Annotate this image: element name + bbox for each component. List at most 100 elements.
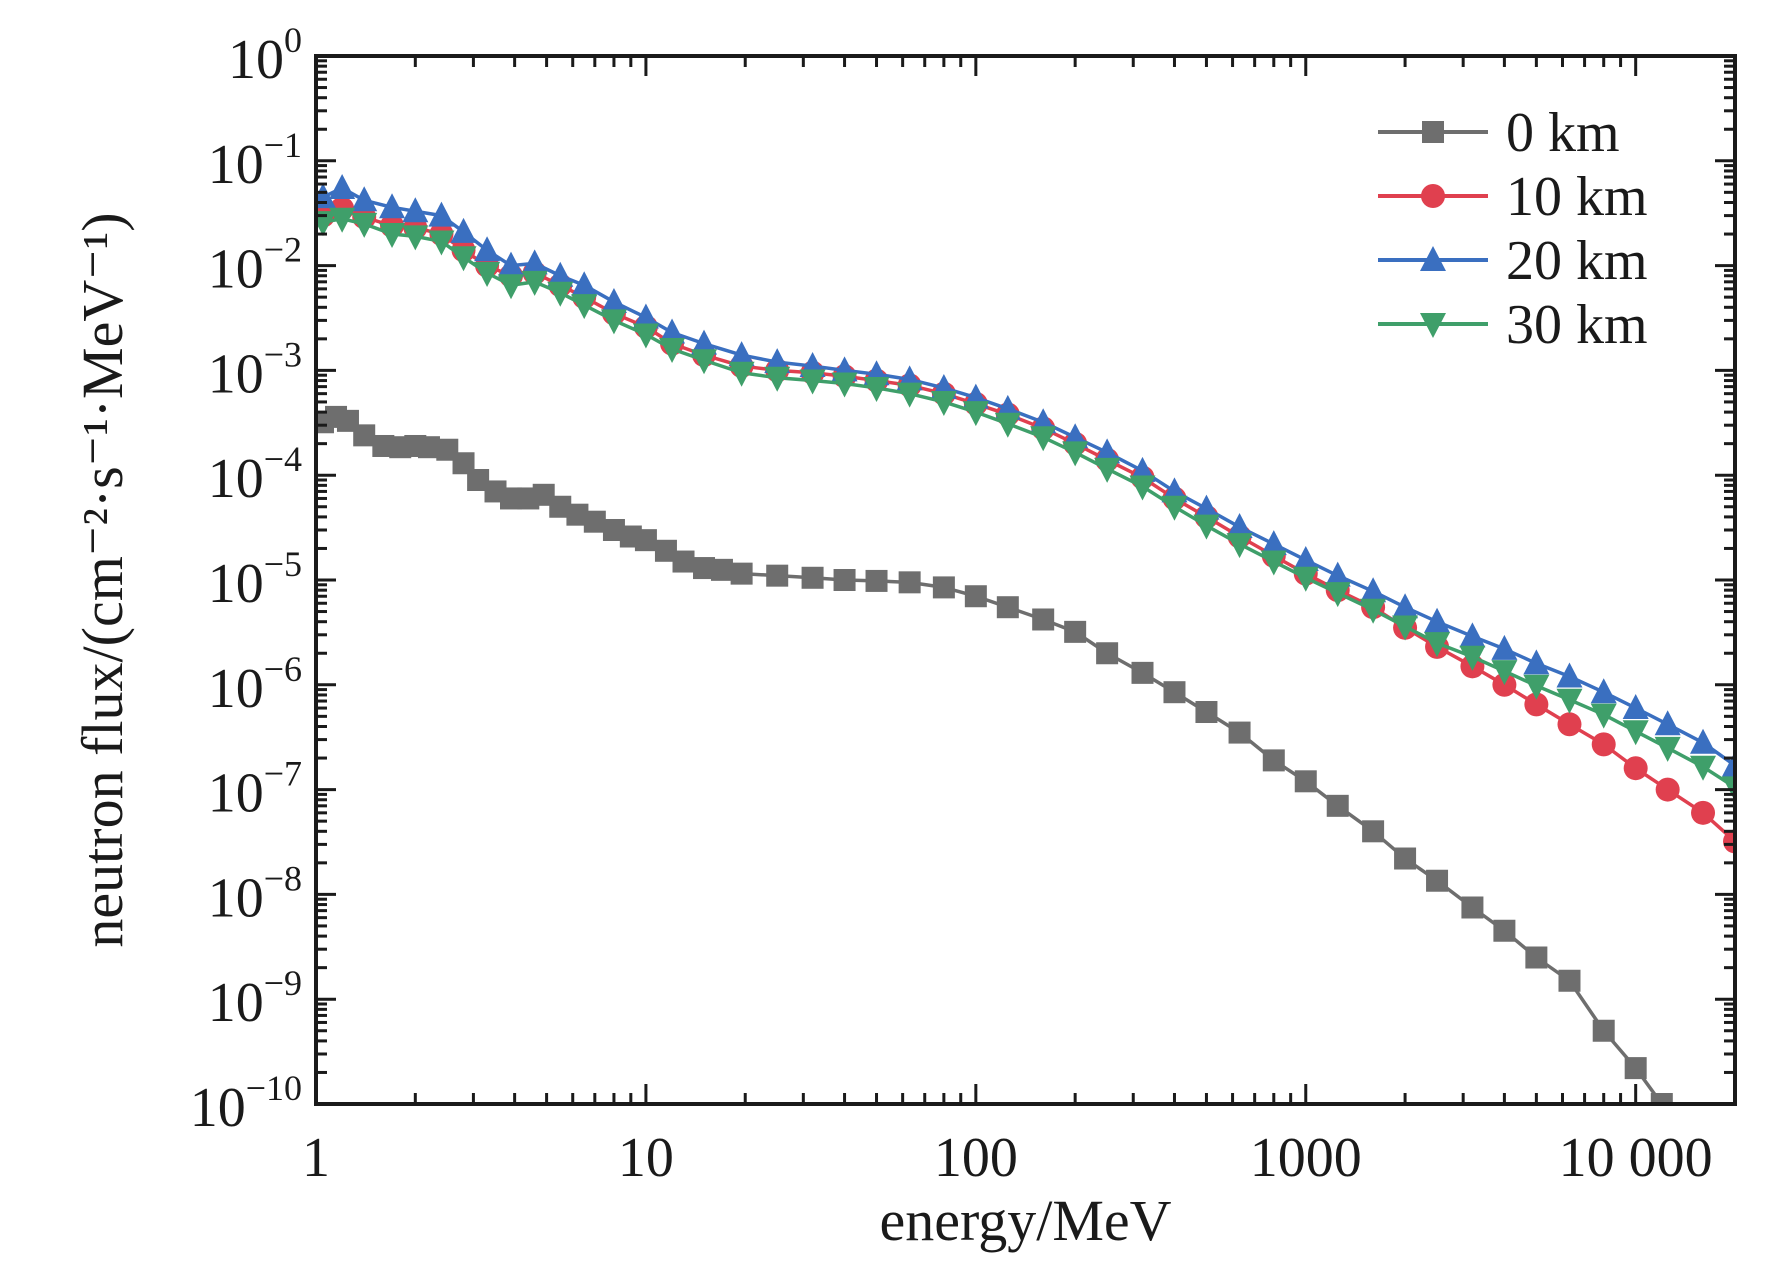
y-tick-label: 100 — [228, 20, 302, 91]
data-point-10-km — [1524, 692, 1549, 717]
data-point-20-km — [1094, 438, 1121, 464]
data-point-0-km — [353, 424, 376, 447]
data-point-20-km — [498, 251, 525, 277]
data-point-0-km — [1624, 1057, 1647, 1080]
data-point-0-km — [634, 529, 657, 552]
data-point-30-km — [1590, 703, 1617, 729]
data-point-20-km — [571, 271, 598, 297]
data-point-20-km — [379, 193, 406, 219]
data-point-10-km — [1655, 777, 1680, 802]
series-30-km — [316, 207, 1735, 802]
data-point-20-km — [1556, 662, 1583, 688]
data-point-30-km — [1654, 736, 1681, 762]
data-point-20-km — [547, 261, 574, 287]
data-point-30-km — [930, 390, 957, 416]
data-point-20-km — [1260, 530, 1287, 556]
data-point-20-km — [1622, 694, 1649, 720]
data-point-20-km — [428, 201, 455, 227]
data-point-10-km — [1623, 756, 1648, 781]
data-point-30-km — [379, 223, 406, 249]
data-point-0-km — [996, 596, 1019, 619]
y-tick-label: 10−6 — [208, 649, 302, 720]
data-point-10-km — [1591, 732, 1616, 757]
data-point-0-km — [1326, 794, 1349, 817]
y-axis-title: neutron flux/(cm⁻²·s⁻¹·MeV⁻¹) — [70, 212, 135, 947]
data-point-20-km — [1292, 546, 1319, 572]
data-point-30-km — [547, 281, 574, 307]
legend-marker-20-km — [1420, 246, 1446, 271]
data-point-20-km — [1654, 710, 1681, 736]
data-point-0-km — [566, 503, 589, 526]
data-point-0-km — [1362, 820, 1385, 843]
y-tick-label: 10−4 — [208, 439, 302, 510]
data-point-0-km — [1032, 608, 1055, 631]
data-point-20-km — [1193, 494, 1220, 520]
data-point-30-km — [863, 376, 890, 402]
legend-label-0-km: 0 km — [1506, 102, 1620, 164]
data-point-0-km — [1461, 896, 1484, 919]
data-point-0-km — [1064, 620, 1087, 643]
data-point-0-km — [549, 495, 572, 518]
data-point-30-km — [994, 412, 1021, 438]
legend-label-10-km: 10 km — [1506, 166, 1648, 228]
data-point-30-km — [1161, 495, 1188, 521]
data-point-30-km — [316, 211, 336, 237]
y-tick-label: 10−5 — [208, 544, 302, 615]
data-point-30-km — [1360, 598, 1387, 624]
data-point-30-km — [402, 225, 429, 251]
data-point-0-km — [730, 562, 753, 585]
data-point-30-km — [962, 401, 989, 427]
data-point-20-km — [1424, 607, 1451, 633]
data-point-0-km — [1558, 969, 1581, 992]
data-point-30-km — [799, 369, 826, 395]
series-layer — [316, 174, 1735, 1104]
data-point-0-km — [602, 518, 625, 541]
data-point-30-km — [1226, 533, 1253, 559]
data-point-20-km — [691, 329, 718, 355]
data-point-30-km — [1459, 645, 1486, 671]
data-point-30-km — [831, 372, 858, 398]
data-point-0-km — [583, 510, 606, 533]
data-point-0-km — [452, 452, 475, 475]
data-point-30-km — [498, 274, 525, 300]
data-point-30-km — [450, 246, 477, 272]
data-point-20-km — [1360, 577, 1387, 603]
data-point-0-km — [898, 571, 921, 594]
data-point-0-km — [467, 468, 490, 491]
y-tick-label: 10−8 — [208, 858, 302, 929]
data-point-0-km — [1294, 770, 1317, 793]
data-point-30-km — [474, 261, 501, 287]
data-point-0-km — [1493, 919, 1516, 942]
x-axis-title: energy/MeV — [879, 1188, 1171, 1253]
data-point-30-km — [1622, 720, 1649, 746]
data-point-30-km — [1392, 615, 1419, 641]
data-point-20-km — [521, 249, 548, 275]
data-point-20-km — [1459, 622, 1486, 648]
y-tick-label: 10−10 — [190, 1068, 302, 1139]
x-tick-label: 1000 — [1250, 1127, 1362, 1189]
data-point-30-km — [659, 338, 686, 364]
data-point-0-km — [1163, 681, 1186, 704]
data-point-30-km — [1556, 688, 1583, 714]
data-point-0-km — [766, 564, 789, 587]
data-point-0-km — [801, 566, 824, 589]
data-point-0-km — [1650, 1093, 1673, 1104]
data-point-0-km — [1195, 701, 1218, 724]
data-point-30-km — [896, 382, 923, 408]
y-tick-label: 10−2 — [208, 230, 302, 301]
data-point-0-km — [532, 483, 555, 506]
data-point-30-km — [1129, 475, 1156, 501]
data-point-30-km — [632, 323, 659, 349]
data-point-30-km — [1292, 566, 1319, 592]
data-point-0-km — [964, 585, 987, 608]
legend-item-30-km: 30 km — [1378, 294, 1648, 356]
data-point-20-km — [1491, 634, 1518, 660]
data-point-20-km — [450, 217, 477, 243]
y-tick-label: 10−3 — [208, 334, 302, 405]
data-point-0-km — [1131, 661, 1154, 684]
y-tick-label: 10−9 — [208, 963, 302, 1034]
data-point-10-km — [1557, 712, 1582, 737]
data-point-30-km — [1491, 660, 1518, 686]
